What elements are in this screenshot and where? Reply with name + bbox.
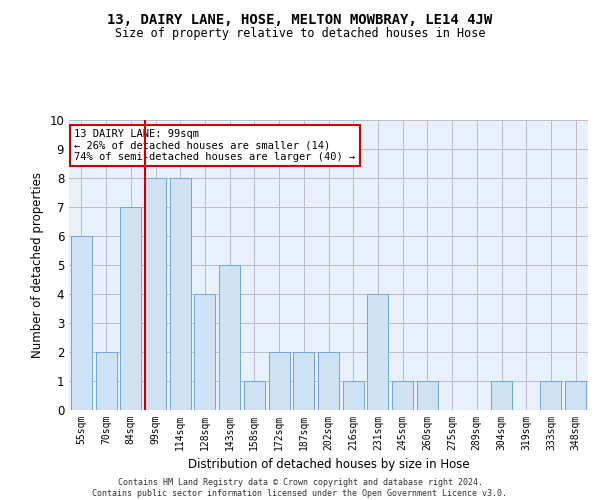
Bar xyxy=(71,236,92,410)
Bar xyxy=(170,178,191,410)
Bar xyxy=(343,381,364,410)
Bar xyxy=(491,381,512,410)
Text: Size of property relative to detached houses in Hose: Size of property relative to detached ho… xyxy=(115,28,485,40)
Bar xyxy=(565,381,586,410)
Bar xyxy=(541,381,562,410)
Bar xyxy=(95,352,116,410)
X-axis label: Distribution of detached houses by size in Hose: Distribution of detached houses by size … xyxy=(188,458,469,471)
Bar xyxy=(392,381,413,410)
Bar xyxy=(293,352,314,410)
Bar xyxy=(367,294,388,410)
Text: 13 DAIRY LANE: 99sqm
← 26% of detached houses are smaller (14)
74% of semi-detac: 13 DAIRY LANE: 99sqm ← 26% of detached h… xyxy=(74,128,355,162)
Text: Contains HM Land Registry data © Crown copyright and database right 2024.
Contai: Contains HM Land Registry data © Crown c… xyxy=(92,478,508,498)
Bar xyxy=(219,265,240,410)
Bar xyxy=(244,381,265,410)
Bar xyxy=(417,381,438,410)
Bar xyxy=(145,178,166,410)
Text: 13, DAIRY LANE, HOSE, MELTON MOWBRAY, LE14 4JW: 13, DAIRY LANE, HOSE, MELTON MOWBRAY, LE… xyxy=(107,12,493,26)
Bar xyxy=(318,352,339,410)
Bar xyxy=(194,294,215,410)
Bar xyxy=(269,352,290,410)
Bar xyxy=(120,207,141,410)
Y-axis label: Number of detached properties: Number of detached properties xyxy=(31,172,44,358)
